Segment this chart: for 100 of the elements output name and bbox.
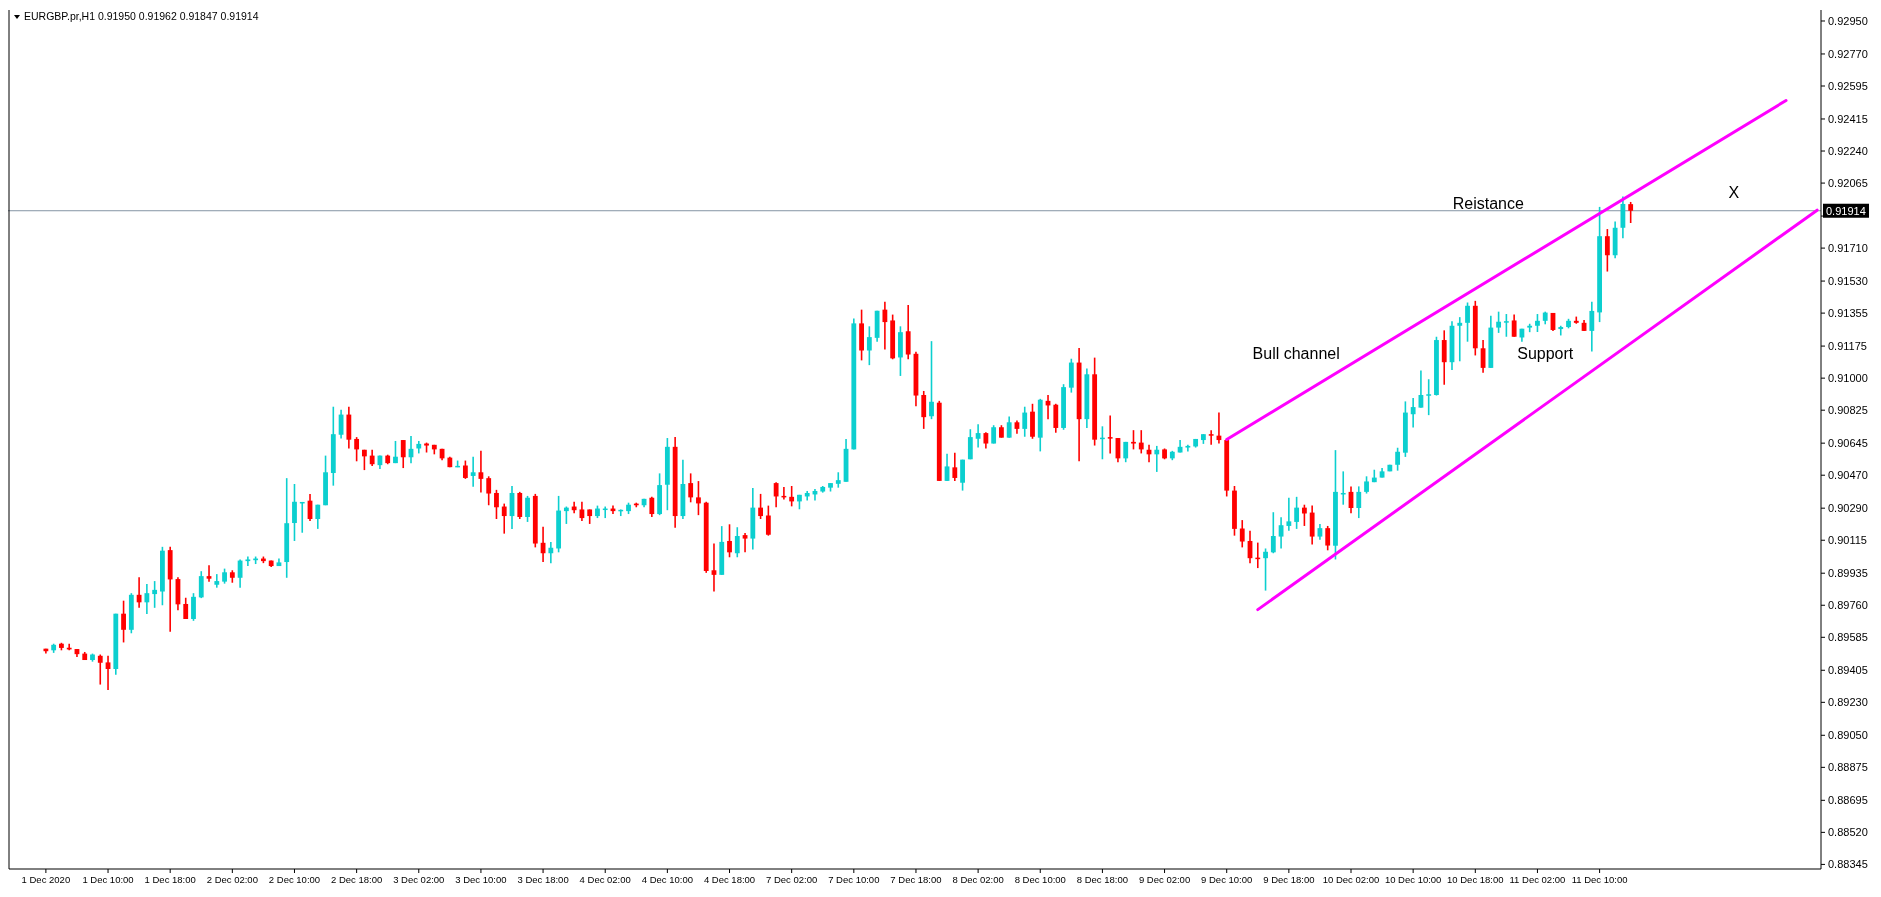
y-tick-label: 0.88345: [1828, 858, 1868, 871]
candlestick: [773, 481, 779, 509]
candlestick: [866, 325, 872, 366]
candlestick: [548, 541, 554, 564]
candlestick: [1239, 519, 1245, 549]
candlestick: [517, 491, 523, 520]
x-tick-label: 3 Dec 02:00: [393, 874, 445, 885]
annotation: X: [1728, 184, 1740, 202]
candlestick: [1154, 445, 1160, 473]
y-tick-label: 0.92415: [1828, 112, 1868, 125]
candlestick: [486, 475, 492, 507]
y-tick-label: 0.91530: [1828, 275, 1868, 288]
candlestick: [1053, 402, 1059, 434]
x-tick-label: 10 Dec 18:00: [1447, 874, 1504, 885]
candlestick: [1006, 415, 1012, 439]
candlestick: [1604, 228, 1610, 273]
candlestick: [400, 439, 406, 469]
candlestick: [152, 580, 158, 609]
candlestick: [952, 451, 958, 482]
candlestick: [501, 502, 507, 535]
x-tick-label: 7 Dec 10:00: [828, 874, 880, 885]
candlestick: [929, 340, 934, 420]
x-tick-label: 9 Dec 10:00: [1201, 874, 1253, 885]
y-tick-label: 0.89585: [1828, 631, 1868, 644]
candlestick: [696, 480, 701, 516]
x-tick-label: 1 Dec 2020: [21, 874, 71, 885]
x-tick-label: 4 Dec 18:00: [703, 874, 756, 885]
y-tick-label: 0.92065: [1828, 177, 1868, 190]
candlestick: [967, 428, 973, 461]
x-tick-label: 2 Dec 18:00: [331, 874, 383, 885]
x-tick-label: 3 Dec 18:00: [517, 874, 569, 885]
candlestick: [1309, 504, 1315, 546]
candlestick: [1465, 301, 1470, 343]
candlestick: [191, 592, 196, 622]
x-tick-label: 8 Dec 18:00: [1076, 874, 1129, 885]
candlestick: [121, 599, 126, 644]
y-tick-label: 0.91355: [1828, 307, 1868, 320]
candlestick: [97, 653, 103, 686]
candlestick: [975, 423, 981, 449]
candlestick: [1457, 316, 1463, 363]
candlestick: [1573, 315, 1579, 325]
candlestick: [136, 576, 142, 609]
candlestick: [494, 489, 499, 520]
y-tick-label: 0.89230: [1828, 696, 1868, 709]
y-tick-label: 0.90825: [1828, 404, 1868, 417]
y-tick-label: 0.91000: [1828, 372, 1868, 385]
candlestick: [1441, 329, 1447, 386]
candlestick: [525, 495, 530, 523]
x-tick-label: 1 Dec 18:00: [144, 874, 196, 885]
x-tick-label: 9 Dec 02:00: [1138, 874, 1191, 885]
y-tick-label: 0.92240: [1828, 145, 1868, 158]
candlestick: [1294, 496, 1300, 530]
candlestick: [1410, 397, 1416, 429]
candlestick: [198, 570, 204, 599]
candlestick: [462, 459, 468, 480]
x-tick-label: 3 Dec 10:00: [455, 874, 507, 885]
annotation: Reistance: [1452, 194, 1524, 212]
candlestick: [1022, 405, 1028, 438]
candlestick: [354, 436, 360, 463]
candlestick: [711, 542, 717, 593]
x-tick-label: 2 Dec 10:00: [268, 874, 321, 885]
y-tick-label: 0.88520: [1828, 826, 1868, 839]
candlestick: [183, 596, 189, 620]
candlestick: [835, 471, 841, 489]
x-tick-label: 8 Dec 10:00: [1014, 874, 1066, 885]
x-tick-label: 8 Dec 02:00: [952, 874, 1004, 885]
x-tick-label: 7 Dec 02:00: [766, 874, 818, 885]
y-tick-label: 0.89760: [1828, 599, 1868, 612]
y-tick-label: 0.89935: [1828, 567, 1868, 580]
candlestick: [470, 455, 476, 488]
candlestick: [1589, 300, 1595, 353]
y-tick-label: 0.91175: [1828, 340, 1867, 353]
candlestick: [688, 472, 694, 504]
y-tick-label: 0.90645: [1828, 437, 1868, 450]
x-tick-label: 10 Dec 02:00: [1322, 874, 1380, 885]
y-tick-label: 0.92950: [1828, 14, 1868, 27]
x-tick-label: 11 Dec 10:00: [1571, 874, 1628, 885]
candlestick: [882, 300, 888, 351]
chart-title: EURGBP.pr,H1 0.91950 0.91962 0.91847 0.91914: [24, 10, 259, 22]
y-tick-label: 0.89050: [1828, 729, 1868, 742]
candlestick: [921, 390, 927, 430]
candlestick: [734, 526, 740, 559]
x-tick-label: 4 Dec 02:00: [579, 874, 631, 885]
candlestick: [1496, 310, 1502, 334]
y-tick-label: 0.89405: [1828, 664, 1868, 677]
candlestick: [1208, 429, 1214, 446]
annotation: Support: [1517, 345, 1574, 363]
y-tick-label: 0.90115: [1828, 534, 1867, 547]
y-tick-label: 0.90290: [1828, 502, 1868, 515]
candlestick: [758, 493, 763, 520]
candlestick: [1628, 201, 1634, 224]
x-tick-label: 2 Dec 02:00: [206, 874, 258, 885]
x-tick-label: 4 Dec 10:00: [641, 874, 693, 885]
y-tick-label: 0.90470: [1828, 469, 1868, 482]
candlestick: [237, 558, 243, 589]
candlestick: [1263, 547, 1268, 592]
y-tick-label: 0.88695: [1828, 794, 1868, 807]
candlestick: [1270, 511, 1276, 555]
candlestick: [1511, 313, 1517, 338]
candlestick: [1356, 485, 1362, 519]
